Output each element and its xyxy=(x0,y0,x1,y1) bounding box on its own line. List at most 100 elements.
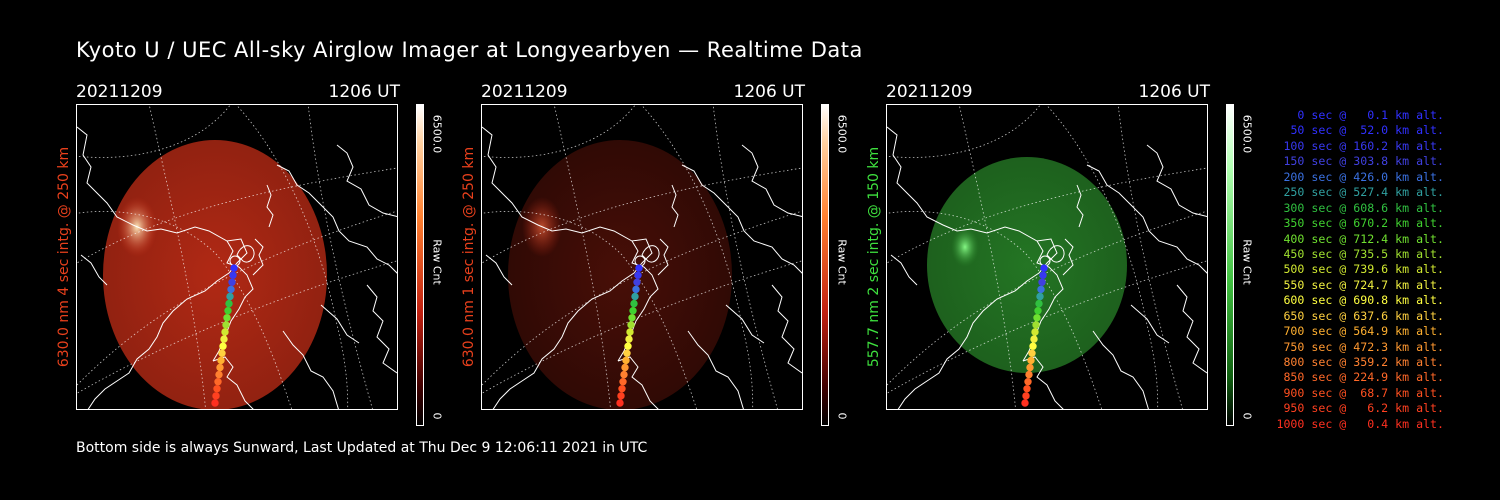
lat-lon-grid-line xyxy=(307,105,373,409)
legend-entry: 950 sec @ 6.2 km alt. xyxy=(1283,401,1444,416)
legend-entry: 750 sec @ 472.3 km alt. xyxy=(1283,339,1444,354)
track-point xyxy=(226,292,234,301)
lat-lon-grid-line xyxy=(887,105,1041,158)
footer-note: Bottom side is always Sunward, Last Upda… xyxy=(76,440,648,456)
panel-filter-label-text: 630.0 nm 1 sec intg. @ 250 km xyxy=(461,146,477,368)
coastline xyxy=(320,304,360,344)
track-point xyxy=(1034,307,1042,315)
track-point xyxy=(634,271,642,279)
track-point xyxy=(1033,314,1041,322)
track-point xyxy=(224,307,232,315)
colorbar-unit-label: Raw Cnt xyxy=(833,232,851,292)
coastline xyxy=(1086,164,1207,274)
panel-date: 20211209 xyxy=(481,82,568,102)
track-point xyxy=(228,278,236,287)
legend-entry: 0 sec @ 0.1 km alt. xyxy=(1297,108,1444,122)
track-point xyxy=(1022,392,1030,400)
allsky-image-svg xyxy=(887,105,1207,409)
legend-entry: 850 sec @ 224.9 km alt. xyxy=(1283,370,1444,385)
track-point xyxy=(629,307,637,315)
legend-entry: 550 sec @ 724.7 km alt. xyxy=(1283,277,1444,292)
colorbar-max-label: 6500.0 xyxy=(1238,104,1256,164)
legend-entry: 650 sec @ 637.6 km alt. xyxy=(1283,308,1444,323)
track-point xyxy=(229,271,237,279)
colorbar-min-label: 0 xyxy=(1238,406,1256,426)
track-point xyxy=(1023,385,1031,393)
legend-entry: 50 sec @ 52.0 km alt. xyxy=(1290,123,1444,138)
lat-lon-grid-line xyxy=(148,105,206,409)
track-point xyxy=(628,314,636,322)
colorbar-unit-label-text: Raw Cnt xyxy=(430,239,444,285)
track-point xyxy=(217,356,225,365)
coastline xyxy=(741,144,802,218)
track-point xyxy=(1021,399,1029,407)
airglow-panel-1: 20211209 1206 UT 630.0 nm 4 sec intg. @ 25… xyxy=(56,82,444,430)
coastline xyxy=(617,356,659,409)
track-point xyxy=(616,399,624,407)
legend-entry: 450 sec @ 735.5 km alt. xyxy=(1283,246,1444,261)
track-point xyxy=(635,264,643,272)
coastline xyxy=(336,144,397,218)
panel-filter-label-text: 557.7 nm 2 sec intg. @ 150 km xyxy=(866,146,882,368)
track-point xyxy=(216,363,224,372)
colorbar-unit-label-text: Raw Cnt xyxy=(835,239,849,285)
allsky-image-svg xyxy=(77,105,397,409)
coastline xyxy=(266,184,274,228)
legend-entry: 350 sec @ 670.2 km alt. xyxy=(1283,216,1444,231)
track-point xyxy=(630,299,638,308)
coastline xyxy=(1092,330,1149,409)
coastline xyxy=(671,184,679,228)
lat-lon-grid-line xyxy=(553,105,611,409)
aurora-emission-spot xyxy=(951,227,979,267)
track-point xyxy=(632,285,640,294)
lat-lon-grid-line xyxy=(887,167,1207,264)
airglow-sky-disk xyxy=(103,140,327,409)
coastline xyxy=(212,356,254,409)
coastline xyxy=(1076,184,1084,228)
panel-date: 20211209 xyxy=(886,82,973,102)
legend-entry: 900 sec @ 68.7 km alt. xyxy=(1283,385,1444,400)
coastline xyxy=(366,284,397,374)
coastline xyxy=(890,254,918,286)
lat-lon-grid-line xyxy=(77,105,231,158)
lat-lon-grid-line xyxy=(482,167,802,264)
track-point xyxy=(1036,292,1044,301)
legend-entry: 500 sec @ 739.6 km alt. xyxy=(1283,262,1444,277)
track-point xyxy=(221,328,229,336)
lat-lon-grid-line xyxy=(958,105,1016,409)
track-point xyxy=(627,321,635,329)
track-point xyxy=(219,342,227,350)
coastline xyxy=(1146,144,1207,218)
page-title: Kyoto U / UEC All-sky Airglow Imager at … xyxy=(76,38,863,62)
track-point xyxy=(1032,321,1040,329)
coastline xyxy=(657,238,669,276)
coastline xyxy=(725,304,765,344)
panel-filter-label-text: 630.0 nm 4 sec intg. @ 250 km xyxy=(56,146,72,368)
track-point xyxy=(218,349,226,358)
legend-entry: 800 sec @ 359.2 km alt. xyxy=(1283,355,1444,369)
track-point xyxy=(1030,335,1038,343)
coastline xyxy=(282,330,339,409)
track-point xyxy=(1028,349,1036,358)
track-point xyxy=(1026,363,1034,372)
colorbar-min-label: 0 xyxy=(833,406,851,426)
coastline xyxy=(1130,304,1170,344)
track-point xyxy=(213,385,221,393)
legend-entry: 300 sec @ 608.6 km alt. xyxy=(1283,200,1444,215)
track-point xyxy=(1025,370,1033,379)
coastline xyxy=(771,284,802,374)
panel-time: 1206 UT xyxy=(1138,82,1211,102)
track-point xyxy=(230,264,238,272)
track-point xyxy=(222,321,230,329)
track-point xyxy=(621,363,629,372)
colorbar-max-label-text: 6500.0 xyxy=(430,114,444,154)
lat-lon-grid-line xyxy=(640,105,754,409)
lat-lon-grid-line xyxy=(482,210,802,386)
track-point xyxy=(211,399,219,407)
panel-filter-label: 630.0 nm 1 sec intg. @ 250 km xyxy=(459,104,479,410)
airglow-panel-2: 20211209 1206 UT 630.0 nm 1 sec intg. @ 25… xyxy=(461,82,849,430)
lat-lon-grid-line xyxy=(887,210,1207,386)
lat-lon-grid-line xyxy=(77,260,397,394)
coastline xyxy=(252,238,264,276)
track-point xyxy=(1024,378,1032,386)
